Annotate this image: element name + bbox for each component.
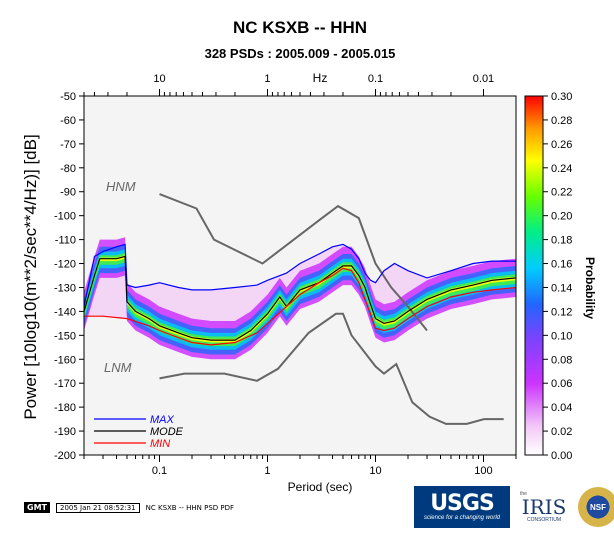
colorbar-tick-label: 0.00 — [551, 450, 572, 462]
colorbar-tick-label: 0.12 — [551, 306, 572, 318]
iris-logo: the IRIS CONSORTIUM — [520, 491, 567, 523]
lnm-label: LNM — [104, 360, 132, 375]
gmt-badge: GMT — [24, 502, 50, 513]
chart-title: NC KSXB -- HHN — [233, 18, 367, 37]
y-tick-label: -90 — [60, 187, 76, 199]
colorbar-tick-label: 0.18 — [551, 235, 572, 247]
hnm-label: HNM — [106, 179, 136, 194]
y-tick-label: -150 — [54, 330, 76, 342]
y-tick-label: -180 — [54, 402, 76, 414]
lnm-curve — [159, 312, 504, 425]
y-tick-label: -60 — [60, 115, 76, 127]
x-tick-label: 10 — [369, 465, 381, 477]
x-axis: 0.1 1 10 100 — [83, 455, 517, 477]
top-axis-label: Hz — [313, 71, 328, 85]
colorbar-tick-label: 0.04 — [551, 402, 572, 414]
y-tick-label: -170 — [54, 378, 76, 390]
colorbar-tick-label: 0.08 — [551, 354, 572, 366]
legend: MAX MODE MIN — [94, 414, 184, 450]
density-band-mid — [84, 244, 516, 355]
colorbar-tick-label: 0.06 — [551, 378, 572, 390]
top-tick-label: 10 — [153, 73, 165, 85]
timestamp: 2005 Jan 21 08:52:31 — [55, 502, 140, 513]
nsf-logo: NSF — [578, 487, 614, 527]
colorbar-tick-label: 0.20 — [551, 211, 572, 223]
y-tick-label: -190 — [54, 426, 76, 438]
y-tick-label: -110 — [55, 235, 76, 247]
x-tick-label: 1 — [264, 465, 270, 477]
footer-stamp: GMT 2005 Jan 21 08:52:31 NC KSXB -- HHN … — [24, 502, 234, 513]
colorbar — [524, 95, 544, 456]
top-tick-label: 0.1 — [368, 73, 383, 85]
y-tick-label: -120 — [54, 259, 76, 271]
top-tick-label: 1 — [264, 73, 270, 85]
legend-max-label: MAX — [150, 414, 175, 426]
y-axis: -50 -60 -70 -80 -90 -100 -110 -120 -130 -140 -150 -… — [54, 91, 84, 462]
statistic-curves — [84, 243, 516, 346]
y-tick-label: -160 — [54, 354, 76, 366]
hnm-curve — [159, 193, 428, 332]
logo-strip: USGS science for a changing world the IR… — [414, 486, 614, 528]
chart-subtitle: 328 PSDs : 2005.009 - 2005.015 — [205, 46, 396, 61]
colorbar-tick-label: 0.22 — [551, 187, 572, 199]
y-tick-label: -80 — [60, 163, 76, 175]
colorbar-tick-label: 0.30 — [551, 91, 572, 103]
y-tick-label: -130 — [54, 282, 76, 294]
usgs-logo: USGS science for a changing world — [414, 486, 510, 528]
top-tick-label: 0.01 — [473, 73, 494, 85]
y-tick-label: -200 — [54, 450, 76, 462]
colorbar-tick-label: 0.28 — [551, 115, 572, 127]
x-axis-label: Period (sec) — [288, 480, 353, 494]
y-tick-label: -50 — [60, 91, 76, 103]
y-tick-label: -100 — [54, 211, 76, 223]
colorbar-tick-label: 0.10 — [551, 330, 572, 342]
y-axis-label: Power [10log10(m**2/sec**4/Hz)] [dB] — [21, 134, 40, 419]
legend-mode-label: MODE — [150, 426, 184, 438]
top-frequency-axis: 10 1 0.1 0.01 — [83, 73, 494, 96]
colorbar-axis: 0.00 0.02 0.04 0.06 0.08 0.10 0.12 0.14 0.16 0.18… — [543, 91, 572, 462]
footer-caption: NC KSXB -- HHN PSD PDF — [145, 503, 235, 512]
max-line — [84, 243, 516, 307]
colorbar-tick-label: 0.02 — [551, 426, 572, 438]
legend-min-label: MIN — [150, 438, 170, 450]
colorbar-tick-label: 0.24 — [551, 163, 572, 175]
y-tick-label: -70 — [60, 139, 76, 151]
x-tick-label: 0.1 — [152, 465, 167, 477]
x-tick-label: 100 — [474, 465, 492, 477]
colorbar-tick-label: 0.16 — [551, 259, 572, 271]
y-tick-label: -140 — [54, 306, 76, 318]
colorbar-label: Probability — [583, 257, 597, 319]
colorbar-tick-label: 0.26 — [551, 139, 572, 151]
colorbar-tick-label: 0.14 — [551, 282, 572, 294]
min-line — [84, 267, 516, 346]
mode-line — [84, 255, 516, 341]
noise-model-curves — [159, 193, 504, 425]
